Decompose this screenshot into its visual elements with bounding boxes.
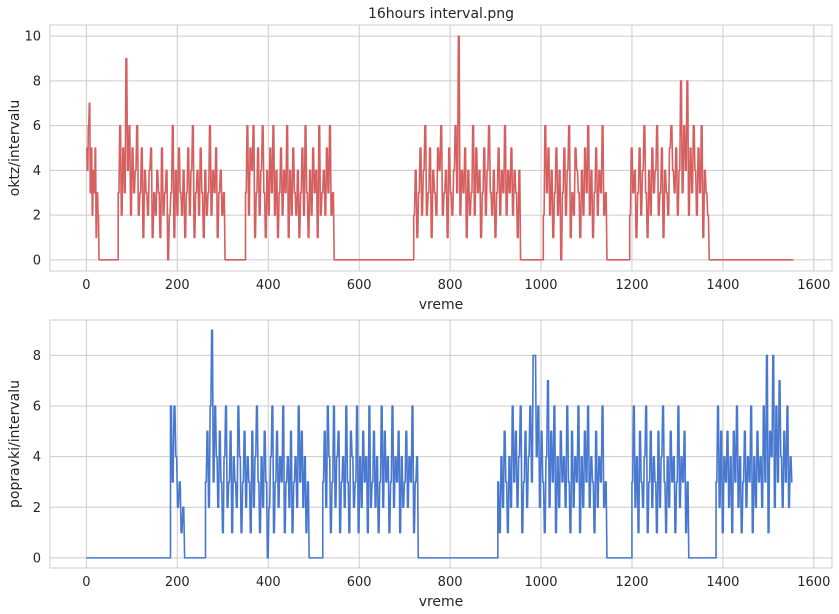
x-tick-label: 1000 — [524, 575, 557, 590]
x-tick-label: 1200 — [615, 575, 648, 590]
y-tick-label: 4 — [33, 450, 41, 465]
x-tick-label: 800 — [438, 278, 463, 293]
y-axis-label: popravki/intervalu — [7, 380, 23, 508]
x-tick-label: 400 — [256, 278, 281, 293]
x-axis-label: vreme — [419, 297, 464, 313]
x-tick-label: 1200 — [615, 278, 648, 293]
y-tick-label: 0 — [33, 551, 41, 566]
x-tick-label: 200 — [165, 575, 190, 590]
x-tick-label: 1400 — [706, 575, 739, 590]
y-tick-label: 8 — [33, 74, 41, 89]
y-tick-label: 8 — [33, 349, 41, 364]
plot-frame — [49, 319, 833, 569]
x-tick-label: 0 — [82, 278, 90, 293]
y-axis-label: oktz/intervalu — [7, 100, 23, 196]
y-tick-label: 2 — [33, 209, 41, 224]
x-tick-label: 600 — [347, 575, 372, 590]
y-tick-label: 6 — [33, 400, 41, 415]
y-tick-label: 0 — [33, 253, 41, 268]
x-tick-label: 800 — [438, 575, 463, 590]
chart-title: 16hours interval.png — [368, 6, 514, 22]
y-tick-label: 10 — [24, 30, 41, 45]
x-tick-label: 0 — [82, 575, 90, 590]
y-tick-label: 2 — [33, 501, 41, 516]
plot-frame — [49, 24, 833, 272]
x-tick-label: 1600 — [797, 278, 830, 293]
series-line — [86, 35, 794, 261]
top-chart: 0 200 400 600 800 1000 1200 1400 1600 0 2 4 6 8 10 vrem… — [7, 6, 833, 313]
x-tick-label: 1600 — [797, 575, 830, 590]
y-tick-label: 6 — [33, 119, 41, 134]
x-tick-label: 200 — [165, 278, 190, 293]
x-axis-label: vreme — [419, 594, 464, 610]
y-tick-label: 4 — [33, 164, 41, 179]
x-tick-label: 1400 — [706, 278, 739, 293]
bottom-chart: 0 200 400 600 800 1000 1200 1400 1600 0 2 4 6 8 vreme p… — [7, 319, 833, 610]
x-tick-label: 600 — [347, 278, 372, 293]
series-line — [86, 329, 793, 559]
x-tick-label: 1000 — [524, 278, 557, 293]
x-tick-label: 400 — [256, 575, 281, 590]
